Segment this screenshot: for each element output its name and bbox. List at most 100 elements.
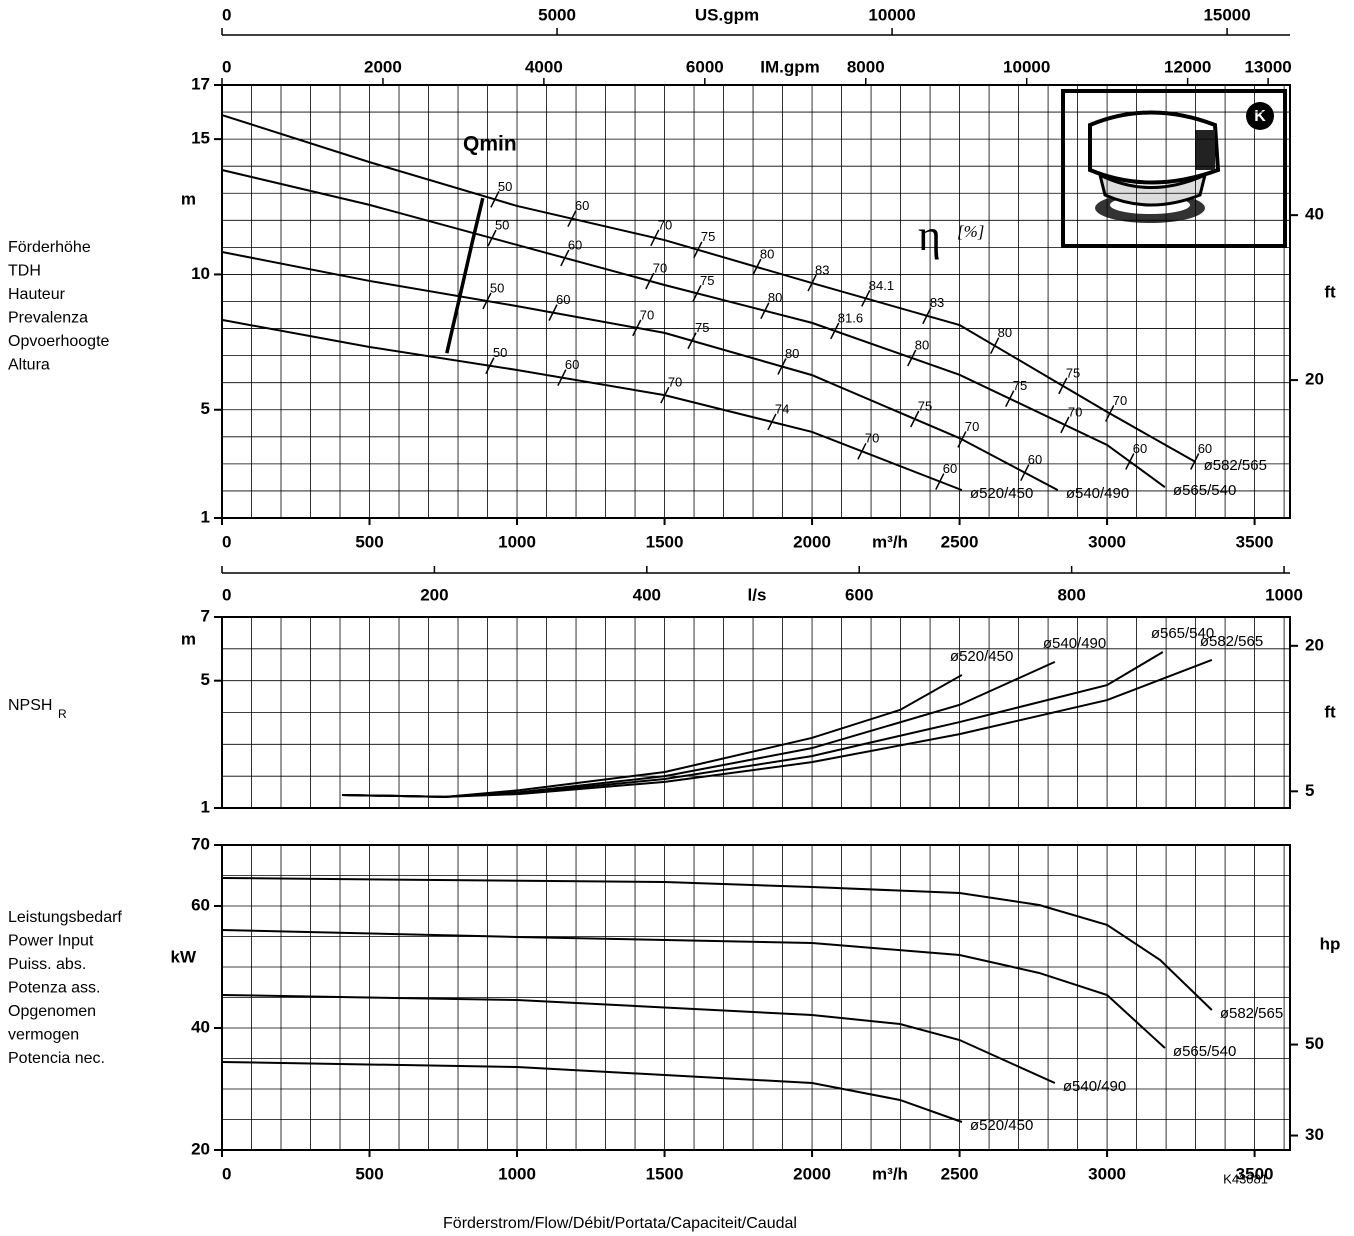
efficiency-mark: [692, 284, 702, 302]
y-unit: m: [181, 629, 196, 648]
efficiency-label: 80: [785, 346, 799, 361]
y-tick-label: 10: [191, 264, 210, 283]
efficiency-mark: [560, 249, 570, 267]
efficiency-label: 50: [490, 280, 504, 295]
x-tick-label: 0: [222, 532, 231, 551]
efficiency-label: 70: [640, 307, 654, 322]
top-axis-label: 0: [222, 585, 231, 604]
top-axis-label: 0: [222, 5, 231, 24]
x-tick-label: 2000: [793, 532, 831, 551]
curve: [221, 250, 1059, 492]
efficiency-label: 70: [965, 419, 979, 434]
x-tick-label: 1500: [646, 532, 684, 551]
x-tick-label: 0: [222, 1164, 231, 1183]
efficiency-label: 80: [915, 337, 929, 352]
efficiency-label: 50: [498, 179, 512, 194]
y-axis-title: Hauteur: [8, 286, 66, 303]
top-axis-label: 10000: [1003, 57, 1050, 76]
efficiency-mark: [1005, 390, 1015, 408]
efficiency-mark: [687, 332, 697, 350]
efficiency-label: 60: [943, 461, 957, 476]
efficiency-mark: [487, 229, 497, 247]
efficiency-label: 60: [575, 198, 589, 213]
efficiency-label: 75: [918, 398, 932, 413]
y2-tick-label: 40: [1305, 205, 1324, 224]
efficiency-mark: [485, 357, 495, 375]
efficiency-mark: [490, 191, 500, 208]
y-axis-title: Potencia nec.: [8, 1050, 105, 1067]
efficiency-mark: [935, 473, 945, 490]
efficiency-label: 74: [775, 401, 789, 416]
y-axis-title: Opgenomen: [8, 1003, 96, 1020]
y-unit: m: [181, 189, 196, 208]
y-tick-label: 5: [201, 670, 210, 689]
efficiency-mark: [632, 319, 642, 337]
efficiency-mark: [482, 292, 492, 310]
x-unit: m³/h: [872, 1164, 908, 1183]
efficiency-label: 50: [495, 218, 509, 233]
y-tick-label: 1: [201, 797, 210, 816]
efficiency-label: 83: [930, 295, 944, 310]
x-tick-label: 1500: [646, 1164, 684, 1183]
series-label: ø520/450: [950, 648, 1013, 665]
curve: [221, 1060, 963, 1123]
y-tick-label: 5: [201, 399, 210, 418]
efficiency-mark: [907, 349, 917, 367]
curve: [221, 993, 1056, 1084]
y-axis-title: Puiss. abs.: [8, 956, 86, 973]
x-tick-label: 1000: [498, 1164, 536, 1183]
efficiency-label: 60: [1028, 452, 1042, 467]
efficiency-mark: [645, 272, 655, 290]
efficiency-label: 75: [701, 229, 715, 244]
top-axis-label: 8000: [847, 57, 885, 76]
efficiency-mark: [557, 369, 567, 386]
x-tick-label: 2000: [793, 1164, 831, 1183]
y-tick-label: 20: [191, 1139, 210, 1158]
efficiency-label: 75: [695, 320, 709, 335]
inset-pump: [1195, 130, 1215, 170]
top-axis-label: 5000: [538, 5, 576, 24]
efficiency-label: 75: [1013, 378, 1027, 393]
y-tick-label: 7: [201, 606, 210, 625]
top-axis-label: 10000: [868, 5, 915, 24]
curve: [221, 928, 1166, 1049]
y2-tick-label: 5: [1305, 781, 1314, 800]
y-tick-label: 17: [191, 74, 210, 93]
efficiency-mark: [922, 307, 932, 325]
series-label: ø540/490: [1066, 485, 1129, 502]
efficiency-mark: [1105, 405, 1115, 422]
inset: K: [1061, 89, 1287, 248]
curve: [221, 114, 1197, 463]
efficiency-label: 80: [998, 325, 1012, 340]
y-tick-label: 1: [201, 507, 210, 526]
efficiency-unit: [%]: [957, 222, 984, 241]
y-axis-title: TDH: [8, 263, 41, 280]
series-label: ø540/490: [1063, 1078, 1126, 1095]
efficiency-label: 70: [1068, 404, 1082, 419]
top-axis-label: 400: [633, 585, 661, 604]
efficiency-label: 70: [668, 375, 682, 390]
y2-tick-label: 50: [1305, 1034, 1324, 1053]
top-axis-label: 200: [420, 585, 448, 604]
efficiency-label: 70: [653, 260, 667, 275]
efficiency-label: 60: [1198, 441, 1212, 456]
efficiency-mark: [830, 322, 840, 340]
efficiency-symbol: η: [918, 211, 941, 260]
y-tick-label: 60: [191, 895, 210, 914]
efficiency-mark: [807, 274, 817, 292]
x-tick-label: 3500: [1236, 1164, 1274, 1183]
y-axis-title: Altura: [8, 357, 50, 374]
efficiency-label: 70: [658, 217, 672, 232]
top-axis-label: 1000: [1265, 585, 1303, 604]
inset-pump: [1097, 172, 1208, 207]
y-axis-title: Potenza ass.: [8, 980, 101, 997]
efficiency-label: 80: [768, 290, 782, 305]
efficiency-mark: [567, 210, 577, 227]
series-label: ø520/450: [970, 1117, 1033, 1134]
y2-tick-label: 30: [1305, 1125, 1324, 1144]
efficiency-mark: [777, 358, 787, 375]
y2-unit: ft: [1324, 702, 1336, 721]
efficiency-label: 81.6: [838, 310, 863, 325]
x-axis-title: Förderstrom/Flow/Débit/Portata/Capacitei…: [443, 1215, 797, 1232]
y2-unit: ft: [1324, 282, 1336, 301]
